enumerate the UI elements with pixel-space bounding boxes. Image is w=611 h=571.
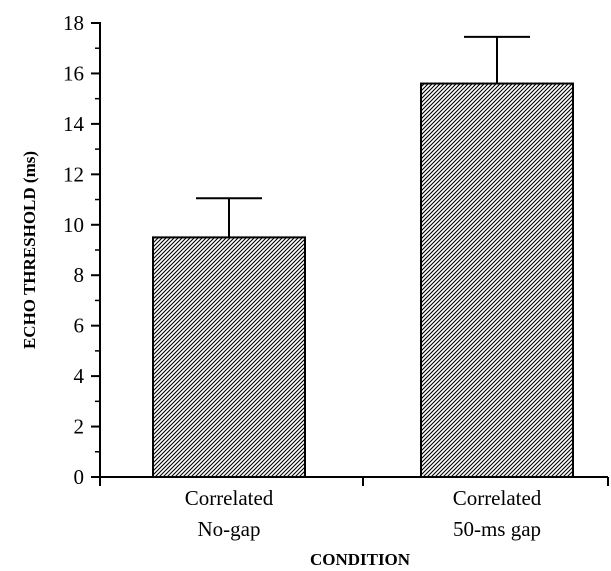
bar-2 (420, 82, 574, 479)
y-tick-label: 16 (63, 61, 84, 85)
x-category-label: Correlated (453, 486, 542, 510)
y-tick-label: 4 (74, 364, 85, 388)
x-category-label: Correlated (185, 486, 274, 510)
bar-1 (152, 236, 306, 478)
y-tick-label: 0 (74, 465, 85, 489)
y-tick-label: 10 (63, 213, 84, 237)
y-tick-label: 18 (63, 11, 84, 35)
y-tick-label: 2 (74, 415, 85, 439)
y-axis-title: ECHO THRESHOLD (ms) (20, 151, 39, 349)
axes-layer (91, 22, 609, 486)
error-bars-layer (196, 35, 530, 238)
y-tick-label: 8 (74, 263, 85, 287)
y-tick-label: 12 (63, 162, 84, 186)
labels-layer: 0 2 4 6 8 10 12 14 16 18 Correlated No-gap Correlate… (63, 11, 542, 541)
x-category-label: No-gap (198, 517, 261, 541)
y-tick-label: 14 (63, 112, 85, 136)
bars-layer (152, 82, 574, 479)
y-tick-label: 6 (74, 314, 85, 338)
x-axis-title: CONDITION (310, 550, 411, 569)
x-category-label: 50-ms gap (453, 517, 541, 541)
